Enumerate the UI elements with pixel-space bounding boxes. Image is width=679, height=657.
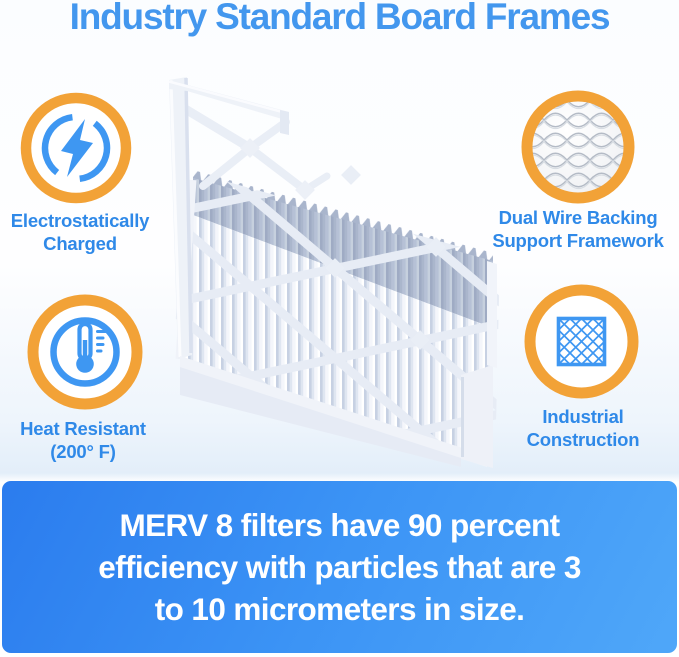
air-filter-image	[155, 62, 505, 477]
feature-label-line: Support Framework	[492, 229, 664, 251]
feature-label: Electrostatically Charged	[0, 210, 180, 255]
feature-label-line: Industrial	[542, 406, 624, 427]
page-title: Industry Standard Board Frames	[69, 0, 611, 37]
feature-label-line: (200° F)	[50, 440, 116, 462]
feature-label: Industrial Construction	[483, 406, 679, 451]
feature-label-line: Electrostatically	[10, 210, 150, 231]
banner-line: efficiency with particles that are 3	[98, 549, 581, 585]
info-banner: MERV 8 filters have 90 percent efficienc…	[2, 481, 677, 653]
thermometer-icon	[27, 294, 143, 410]
feature-label: Dual Wire Backing Support Framework	[478, 207, 678, 252]
feature-label: Heat Resistant (200° F)	[0, 418, 183, 463]
diamond-lattice-icon	[524, 284, 639, 399]
feature-label-line: Heat Resistant	[20, 418, 146, 439]
banner-line: to 10 micrometers in size.	[154, 591, 525, 627]
banner-line: MERV 8 filters have 90 percent	[119, 507, 560, 543]
feature-label-line: Charged	[43, 232, 117, 254]
feature-label-line: Construction	[526, 428, 640, 450]
lightning-bolt-icon	[20, 92, 132, 204]
feature-label-line: Dual Wire Backing	[498, 207, 658, 228]
pleated-air-filter-render	[168, 77, 500, 468]
wire-mesh-icon	[521, 90, 635, 204]
